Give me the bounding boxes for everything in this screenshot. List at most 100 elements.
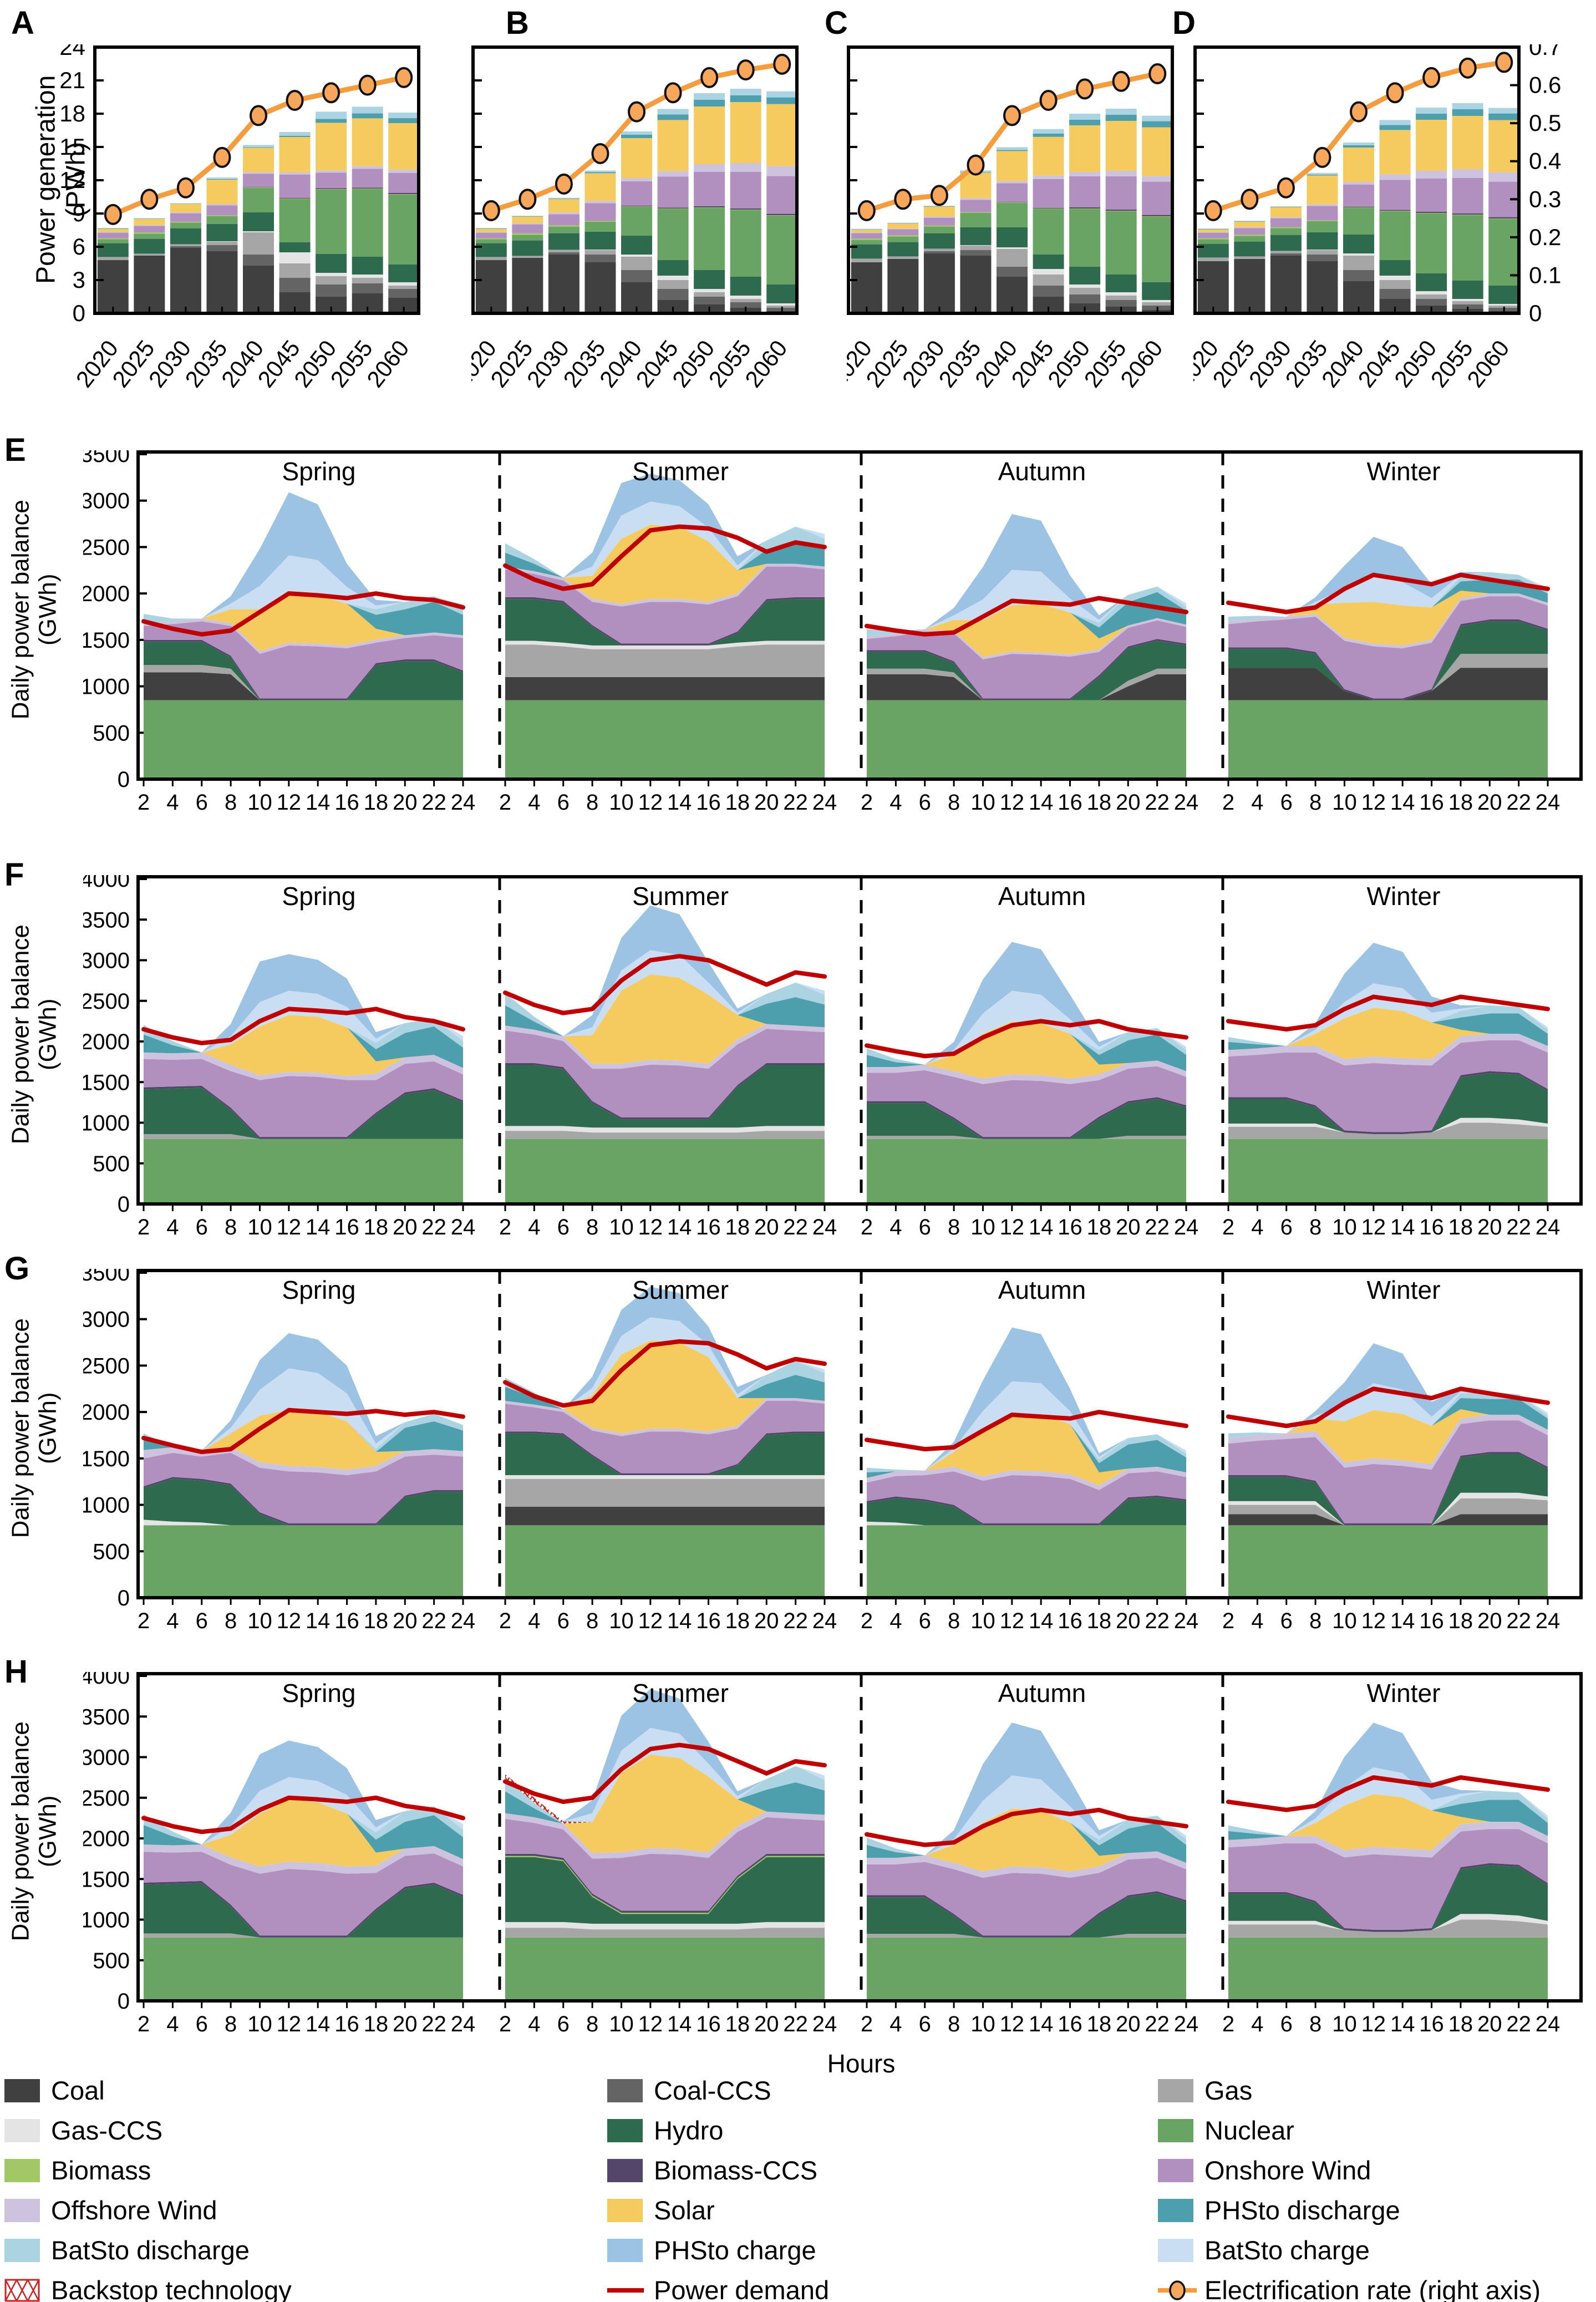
svg-text:22: 22 <box>783 790 808 815</box>
svg-text:0: 0 <box>118 1192 130 1217</box>
svg-text:4: 4 <box>890 790 902 815</box>
svg-text:10: 10 <box>609 1215 634 1239</box>
svg-text:6: 6 <box>73 233 85 260</box>
svg-text:3500: 3500 <box>83 450 130 467</box>
svg-text:10: 10 <box>609 2012 634 2036</box>
svg-text:20: 20 <box>1116 790 1141 815</box>
svg-text:10: 10 <box>247 1609 272 1633</box>
svg-text:2045: 2045 <box>1353 336 1405 393</box>
svg-text:3500: 3500 <box>83 1269 130 1285</box>
svg-text:24: 24 <box>812 2012 837 2036</box>
svg-text:2: 2 <box>499 1215 511 1239</box>
svg-text:16: 16 <box>334 1609 359 1633</box>
panel-label-c: C <box>825 5 848 41</box>
svg-text:2035: 2035 <box>933 336 986 393</box>
legend-label-nuclear: Nuclear <box>1204 2116 1294 2145</box>
legend-item-coal-ccs: Coal-CCS <box>607 2075 771 2106</box>
svg-text:6: 6 <box>557 1215 570 1239</box>
svg-text:16: 16 <box>696 2012 721 2036</box>
svg-text:10: 10 <box>1332 2012 1357 2036</box>
power-demand-swatch-icon <box>607 2288 644 2293</box>
svg-text:4: 4 <box>1251 2012 1263 2036</box>
svg-text:24: 24 <box>1536 1609 1561 1633</box>
svg-text:Winter: Winter <box>1367 1679 1441 1708</box>
svg-text:2025: 2025 <box>1207 336 1260 393</box>
svg-text:2000: 2000 <box>83 1400 130 1425</box>
svg-text:0: 0 <box>118 1586 130 1610</box>
panel-g-seasonal-area-chart: 0 500 1000 1500 2000 2500 3000 3500 Spring 2 4 6 8 10… <box>80 1261 1592 1640</box>
row-h-ylabel-line2: (GWh) <box>34 1795 62 1868</box>
svg-text:8: 8 <box>948 790 960 815</box>
svg-text:6: 6 <box>557 790 570 815</box>
legend-label-gas: Gas <box>1204 2076 1253 2105</box>
svg-text:12: 12 <box>277 1609 302 1633</box>
svg-text:8: 8 <box>225 1215 237 1239</box>
svg-text:3: 3 <box>73 267 85 293</box>
row-e-ylabel-line2: (GWh) <box>34 573 62 646</box>
svg-text:500: 500 <box>93 1539 130 1564</box>
svg-text:24: 24 <box>1536 1215 1561 1239</box>
svg-text:8: 8 <box>1309 790 1321 815</box>
svg-text:20: 20 <box>754 1215 779 1239</box>
legend-label-coal-ccs: Coal-CCS <box>654 2076 771 2105</box>
svg-text:20: 20 <box>1477 2012 1502 2036</box>
svg-text:20: 20 <box>1477 1609 1502 1633</box>
coal-swatch-icon <box>4 2079 40 2102</box>
svg-text:8: 8 <box>225 790 237 815</box>
legend-label-onshore-wind: Onshore Wind <box>1204 2156 1371 2185</box>
svg-text:6: 6 <box>1280 790 1293 815</box>
svg-text:0: 0 <box>73 300 85 326</box>
nuclear-swatch-icon <box>1158 2118 1193 2142</box>
svg-text:4: 4 <box>528 1215 540 1239</box>
svg-text:8: 8 <box>225 1609 237 1633</box>
legend-item-phsto-discharge: PHSto discharge <box>1158 2195 1400 2225</box>
svg-text:6: 6 <box>1280 1215 1293 1239</box>
svg-text:Autumn: Autumn <box>998 457 1086 486</box>
row-h-ylabel-line1: Daily power balance <box>7 1721 34 1942</box>
svg-text:8: 8 <box>1309 1215 1321 1239</box>
svg-text:2050: 2050 <box>1043 336 1095 393</box>
svg-text:0.3: 0.3 <box>1529 186 1561 212</box>
svg-text:24: 24 <box>1536 790 1561 815</box>
svg-text:Spring: Spring <box>282 457 356 486</box>
svg-text:8: 8 <box>1309 1609 1321 1633</box>
svg-text:2: 2 <box>861 2012 873 2036</box>
panel-b-stacked-bar-chart: 2020 2025 2030 2035 2040 2045 2050 2055 2060 <box>449 44 799 452</box>
svg-text:22: 22 <box>421 2012 446 2036</box>
legend-item-biomass-ccs: Biomass-CCS <box>607 2155 817 2186</box>
svg-text:6: 6 <box>919 2012 931 2036</box>
svg-text:14: 14 <box>306 790 331 815</box>
svg-text:6: 6 <box>919 790 931 815</box>
panel-h-seasonal-area-chart: 0 500 1000 1500 2000 2500 3000 3500 4000 Spring 2 4… <box>80 1664 1592 2044</box>
legend-label-gas-ccs: Gas-CCS <box>51 2116 163 2145</box>
svg-text:2500: 2500 <box>83 989 130 1014</box>
svg-text:1000: 1000 <box>83 1111 130 1136</box>
legend-label-biomass: Biomass <box>51 2156 151 2185</box>
svg-text:16: 16 <box>334 2012 359 2036</box>
svg-text:20: 20 <box>754 790 779 815</box>
svg-text:2035: 2035 <box>558 336 611 393</box>
svg-text:10: 10 <box>970 790 995 815</box>
svg-text:2040: 2040 <box>970 336 1023 393</box>
legend-label-hydro: Hydro <box>654 2116 724 2145</box>
svg-text:500: 500 <box>93 1949 130 1973</box>
svg-text:21: 21 <box>59 67 85 93</box>
svg-text:12: 12 <box>638 1609 663 1633</box>
svg-text:Winter: Winter <box>1367 1275 1441 1304</box>
svg-text:18: 18 <box>364 2012 389 2036</box>
svg-text:10: 10 <box>609 790 634 815</box>
biomass-ccs-swatch-icon <box>607 2158 643 2182</box>
panel-label-f: F <box>4 857 24 893</box>
svg-text:18: 18 <box>1087 2012 1112 2036</box>
svg-text:14: 14 <box>667 790 692 815</box>
legend-item-batsto-discharge: BatSto discharge <box>4 2235 250 2265</box>
svg-text:4000: 4000 <box>83 1672 130 1689</box>
batsto-discharge-swatch-icon <box>4 2238 40 2262</box>
panel-a-plot: 0369121518212420202025203020352040204520… <box>59 34 420 392</box>
phsto-charge-swatch-icon <box>607 2238 643 2262</box>
svg-text:2040: 2040 <box>1317 336 1369 393</box>
svg-text:14: 14 <box>667 1609 692 1633</box>
svg-text:1500: 1500 <box>83 1070 130 1095</box>
svg-text:22: 22 <box>783 1215 808 1239</box>
